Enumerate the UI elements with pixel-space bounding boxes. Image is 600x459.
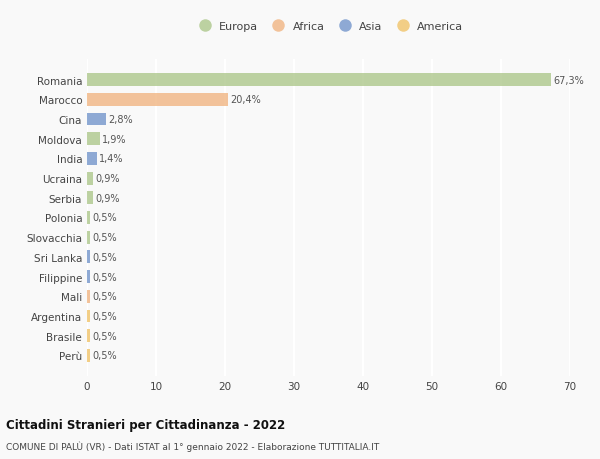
Bar [87, 74, 551, 87]
Legend: Europa, Africa, Asia, America: Europa, Africa, Asia, America [189, 18, 468, 37]
Text: Cittadini Stranieri per Cittadinanza - 2022: Cittadini Stranieri per Cittadinanza - 2… [6, 418, 285, 431]
Bar [87, 94, 228, 106]
Bar [87, 330, 91, 342]
Bar [87, 172, 93, 185]
Text: 67,3%: 67,3% [553, 75, 584, 85]
Text: 0,5%: 0,5% [92, 252, 117, 263]
Bar [87, 310, 91, 323]
Bar [87, 271, 91, 283]
Text: 0,5%: 0,5% [92, 272, 117, 282]
Bar [87, 349, 91, 362]
Text: 0,5%: 0,5% [92, 291, 117, 302]
Bar [87, 212, 91, 224]
Text: 0,9%: 0,9% [95, 174, 120, 184]
Bar [87, 113, 106, 126]
Bar [87, 192, 93, 205]
Text: 20,4%: 20,4% [230, 95, 260, 105]
Bar [87, 153, 97, 165]
Text: 2,8%: 2,8% [109, 115, 133, 125]
Bar [87, 231, 91, 244]
Text: COMUNE DI PALÙ (VR) - Dati ISTAT al 1° gennaio 2022 - Elaborazione TUTTITALIA.IT: COMUNE DI PALÙ (VR) - Dati ISTAT al 1° g… [6, 441, 379, 451]
Text: 0,5%: 0,5% [92, 213, 117, 223]
Bar [87, 251, 91, 264]
Text: 0,5%: 0,5% [92, 351, 117, 361]
Text: 0,5%: 0,5% [92, 331, 117, 341]
Text: 0,5%: 0,5% [92, 311, 117, 321]
Text: 1,4%: 1,4% [99, 154, 123, 164]
Bar [87, 133, 100, 146]
Text: 1,9%: 1,9% [102, 134, 127, 145]
Bar [87, 290, 91, 303]
Text: 0,5%: 0,5% [92, 233, 117, 243]
Text: 0,9%: 0,9% [95, 193, 120, 203]
